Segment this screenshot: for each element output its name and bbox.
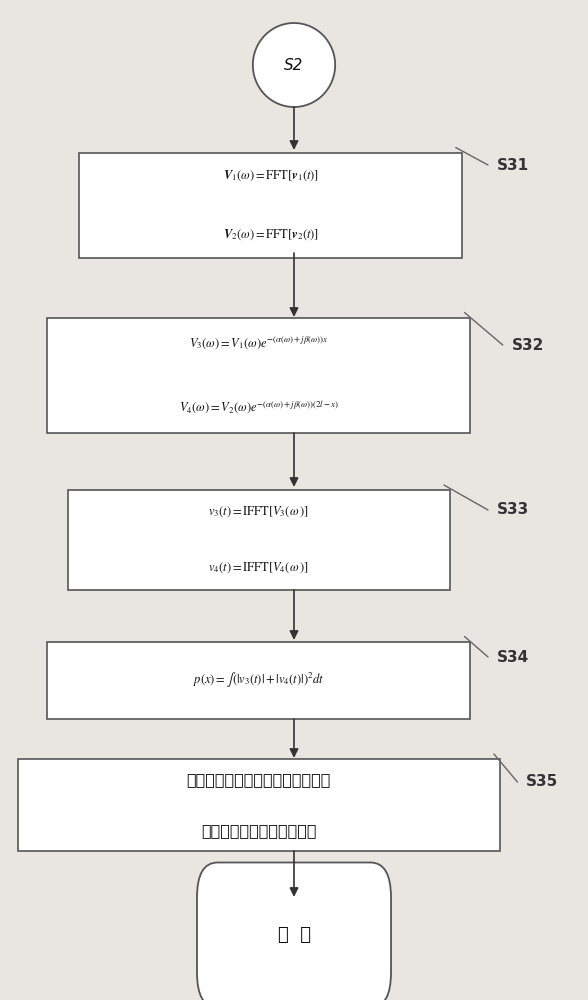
FancyBboxPatch shape [18,759,500,851]
Text: $V_4(\omega )=V_2(\omega )e^{-(\alpha (\omega )+j\beta (\omega ))(2l-x)}$: $V_4(\omega )=V_2(\omega )e^{-(\alpha (\… [179,398,339,416]
Text: 即为电力电缆局部放电位置: 即为电力电缆局部放电位置 [201,823,316,838]
FancyBboxPatch shape [68,490,450,590]
Text: $v_4(t)=\mathrm{IFFT}[V_4(\omega \,)]$: $v_4(t)=\mathrm{IFFT}[V_4(\omega \,)]$ [209,561,309,575]
Text: $v_3(t)=\mathrm{IFFT}[V_3(\omega \,)]$: $v_3(t)=\mathrm{IFFT}[V_3(\omega \,)]$ [209,505,309,519]
FancyBboxPatch shape [79,152,462,257]
Text: $\boldsymbol{V}_2(\omega )=\mathrm{FFT}[\boldsymbol{v}_2(t)]$: $\boldsymbol{V}_2(\omega )=\mathrm{FFT}[… [222,227,319,242]
Text: 遍历整个电力电缆，能量极大值点: 遍历整个电力电缆，能量极大值点 [186,772,331,787]
FancyBboxPatch shape [197,862,391,1000]
Text: S33: S33 [497,502,529,518]
Text: 结  束: 结 束 [278,926,310,944]
FancyBboxPatch shape [47,318,470,432]
Text: S2: S2 [285,57,303,73]
Text: $p(x)=\int (|v_3(t)|+|v_4(t)|)^2dt$: $p(x)=\int (|v_3(t)|+|v_4(t)|)^2dt$ [193,670,325,690]
Text: S32: S32 [512,338,544,353]
Text: S35: S35 [526,774,559,790]
Text: S31: S31 [497,157,529,172]
Text: $V_3(\omega )=V_1(\omega )e^{-(\alpha (\omega )+j\beta (\omega ))x}$: $V_3(\omega )=V_1(\omega )e^{-(\alpha (\… [189,334,328,351]
Text: S34: S34 [497,650,529,664]
FancyBboxPatch shape [47,642,470,718]
Text: $\boldsymbol{V}_1(\omega )=\mathrm{FFT}[\boldsymbol{v}_1(t)]$: $\boldsymbol{V}_1(\omega )=\mathrm{FFT}[… [222,168,319,183]
Ellipse shape [253,23,335,107]
